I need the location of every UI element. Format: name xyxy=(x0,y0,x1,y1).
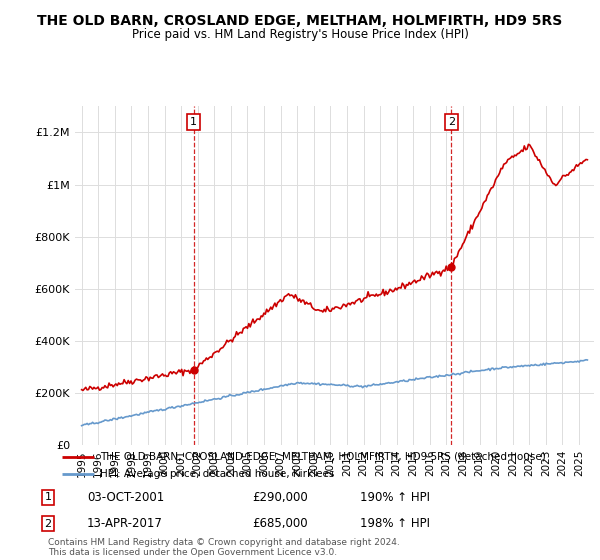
Text: Contains HM Land Registry data © Crown copyright and database right 2024.
This d: Contains HM Land Registry data © Crown c… xyxy=(48,538,400,557)
Text: £685,000: £685,000 xyxy=(252,517,308,530)
Text: 2: 2 xyxy=(44,519,52,529)
Text: 13-APR-2017: 13-APR-2017 xyxy=(87,517,163,530)
Text: 2: 2 xyxy=(448,117,455,127)
Text: 1: 1 xyxy=(190,117,197,127)
Text: THE OLD BARN, CROSLAND EDGE, MELTHAM, HOLMFIRTH, HD9 5RS (detached house): THE OLD BARN, CROSLAND EDGE, MELTHAM, HO… xyxy=(100,452,545,462)
Text: 190% ↑ HPI: 190% ↑ HPI xyxy=(360,491,430,504)
Text: Price paid vs. HM Land Registry's House Price Index (HPI): Price paid vs. HM Land Registry's House … xyxy=(131,28,469,41)
Text: £290,000: £290,000 xyxy=(252,491,308,504)
Text: 1: 1 xyxy=(44,492,52,502)
Text: 198% ↑ HPI: 198% ↑ HPI xyxy=(360,517,430,530)
Text: 03-OCT-2001: 03-OCT-2001 xyxy=(87,491,164,504)
Text: HPI: Average price, detached house, Kirklees: HPI: Average price, detached house, Kirk… xyxy=(100,469,334,479)
Text: THE OLD BARN, CROSLAND EDGE, MELTHAM, HOLMFIRTH, HD9 5RS: THE OLD BARN, CROSLAND EDGE, MELTHAM, HO… xyxy=(37,14,563,28)
